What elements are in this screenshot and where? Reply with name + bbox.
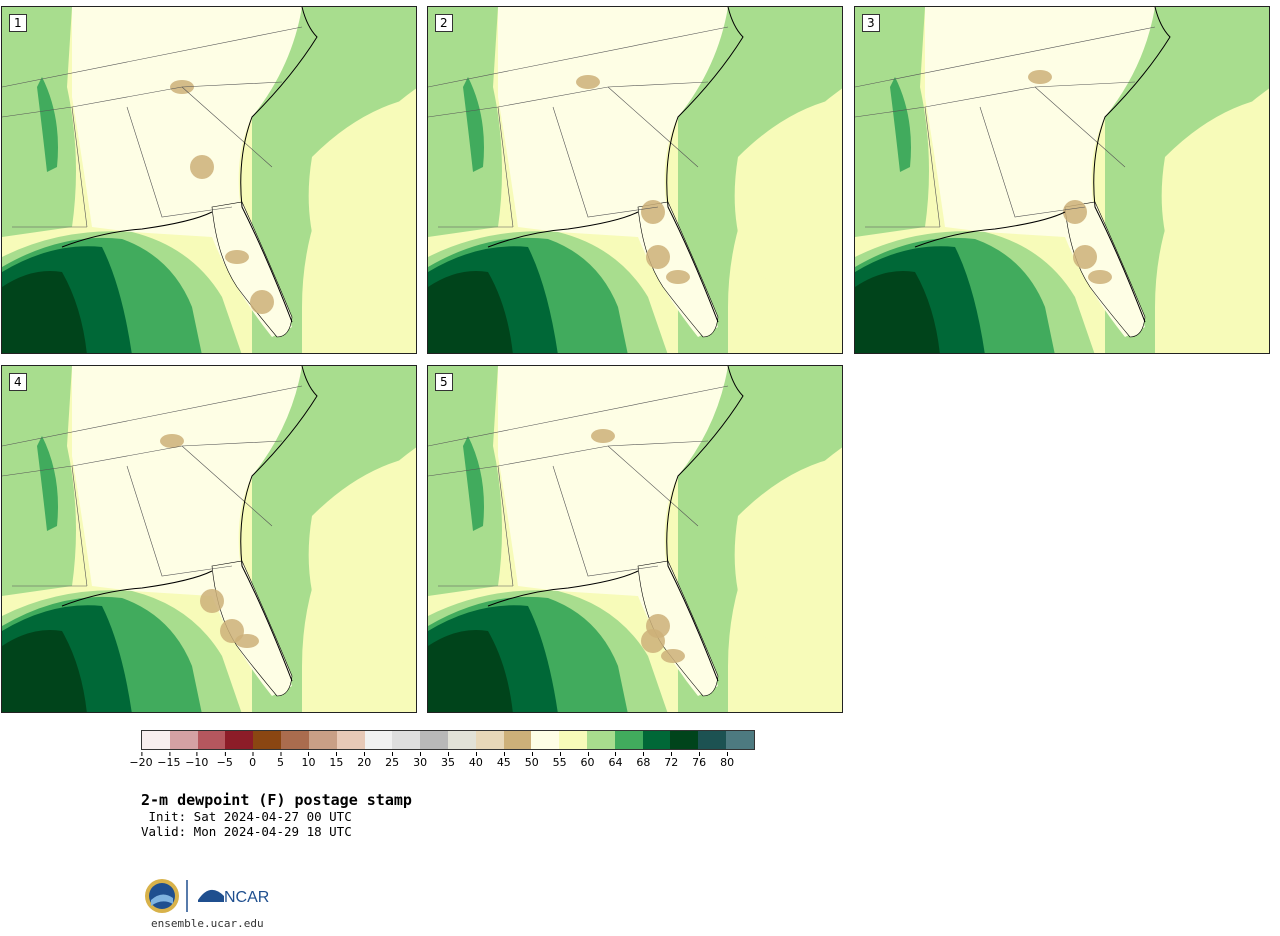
colorbar-tick-label: −5 <box>216 752 233 769</box>
colorbar-swatch <box>614 731 643 749</box>
colorbar-tick-label: 80 <box>720 752 735 769</box>
colorbar-tick-label: 30 <box>413 752 428 769</box>
colorbar-tick-label: 68 <box>636 752 651 769</box>
colorbar-swatch <box>364 731 393 749</box>
site-url[interactable]: ensemble.ucar.edu <box>151 917 264 930</box>
panel-label: 2 <box>435 14 453 32</box>
panel-label: 3 <box>862 14 880 32</box>
colorbar-tick-label: 5 <box>277 752 285 769</box>
colorbar-tick-label: 15 <box>329 752 344 769</box>
colorbar-tick-label: 50 <box>524 752 539 769</box>
colorbar-tick-label: 25 <box>385 752 400 769</box>
colorbar-swatch <box>726 731 754 749</box>
colorbar-swatch <box>169 731 198 749</box>
colorbar-tick-label: 64 <box>608 752 623 769</box>
colorbar-swatch <box>336 731 365 749</box>
dewpoint-map <box>2 366 416 712</box>
colorbar <box>141 730 755 750</box>
colorbar-swatch <box>392 731 421 749</box>
colorbar-swatch <box>225 731 254 749</box>
colorbar-swatch <box>587 731 615 749</box>
panel-label: 1 <box>9 14 27 32</box>
colorbar-tick-label: 55 <box>552 752 567 769</box>
nsf-logo-icon <box>145 879 179 913</box>
plot-title: 2-m dewpoint (F) postage stamp <box>141 791 412 809</box>
dewpoint-map <box>428 366 842 712</box>
colorbar-swatch <box>253 731 282 749</box>
colorbar-tick-label: 0 <box>249 752 257 769</box>
colorbar-tick-label: 10 <box>301 752 316 769</box>
panel-label: 5 <box>435 373 453 391</box>
colorbar-swatch <box>197 731 226 749</box>
map-panel-2: 2 <box>427 6 843 354</box>
colorbar-tick-label: −15 <box>157 752 181 769</box>
colorbar-swatch <box>531 731 560 749</box>
colorbar-swatch <box>698 731 727 749</box>
map-panel-1: 1 <box>1 6 417 354</box>
colorbar-swatch <box>308 731 337 749</box>
colorbar-tick-label: −20 <box>129 752 153 769</box>
map-panel-5: 5 <box>427 365 843 713</box>
colorbar-tick-label: 35 <box>441 752 455 769</box>
ncar-logo-icon <box>198 889 224 902</box>
colorbar-swatch <box>559 731 587 749</box>
colorbar-tick-label: 60 <box>580 752 595 769</box>
colorbar-swatch <box>447 731 476 749</box>
valid-time: Valid: Mon 2024-04-29 18 UTC <box>141 824 352 839</box>
dewpoint-map <box>428 7 842 353</box>
map-panel-4: 4 <box>1 365 417 713</box>
colorbar-swatch <box>503 731 532 749</box>
colorbar-swatch <box>670 731 699 749</box>
colorbar-swatch <box>420 731 448 749</box>
nsf-ncar-logo: NCAR <box>144 876 274 916</box>
colorbar-swatch <box>142 731 170 749</box>
colorbar-tick-label: 72 <box>664 752 679 769</box>
svg-text:NCAR: NCAR <box>224 889 269 906</box>
panel-label: 4 <box>9 373 27 391</box>
init-time: Init: Sat 2024-04-27 00 UTC <box>141 809 352 824</box>
colorbar-tick-label: 45 <box>496 752 511 769</box>
colorbar-swatch <box>642 731 671 749</box>
colorbar-ticks: −20 −15 −10 −5 0 5 10 15 20 25 30 35 40 45 50 55 60 64 68 7… <box>129 752 755 773</box>
colorbar-tick-label: 40 <box>468 752 483 769</box>
colorbar-swatch <box>281 731 309 749</box>
colorbar-tick-label: 20 <box>357 752 372 769</box>
colorbar-tick-label: 76 <box>692 752 707 769</box>
colorbar-tick-label: −10 <box>185 752 209 769</box>
map-panel-3: 3 <box>854 6 1270 354</box>
dewpoint-map <box>855 7 1269 353</box>
colorbar-swatch <box>475 731 504 749</box>
dewpoint-map <box>2 7 416 353</box>
